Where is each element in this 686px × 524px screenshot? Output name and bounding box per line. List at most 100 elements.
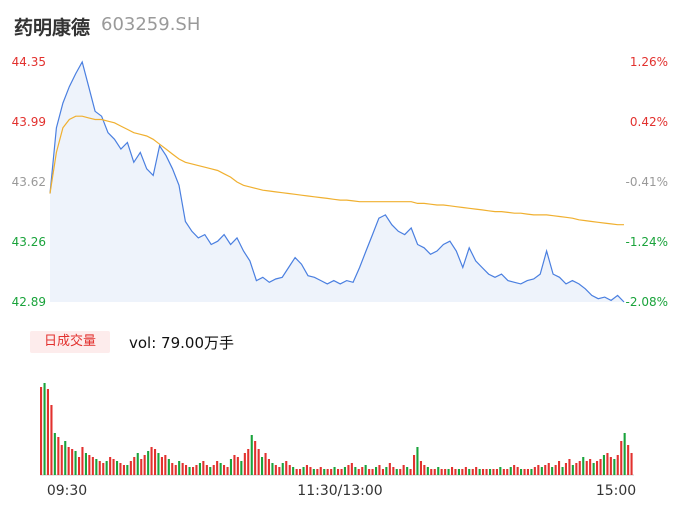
volume-bar xyxy=(547,463,550,475)
volume-bar xyxy=(354,467,357,475)
volume-bar xyxy=(409,469,412,475)
volume-bar xyxy=(406,467,409,475)
volume-bar xyxy=(489,469,492,475)
average-price-line xyxy=(49,115,624,226)
volume-bar xyxy=(198,463,201,475)
volume-bar xyxy=(116,461,119,475)
volume-bar xyxy=(451,467,454,475)
volume-bar xyxy=(599,459,602,475)
volume-bar xyxy=(91,457,94,475)
volume-bar xyxy=(309,467,312,475)
volume-bar xyxy=(185,465,188,475)
volume-bar xyxy=(475,467,478,475)
volume-bar xyxy=(350,463,353,475)
volume-bar xyxy=(323,469,326,475)
volume-bar xyxy=(375,467,378,475)
volume-bar xyxy=(433,469,436,475)
volume-bar xyxy=(46,389,49,475)
price-area xyxy=(50,62,624,302)
volume-bar xyxy=(520,469,523,475)
volume-bar xyxy=(395,469,398,475)
volume-bar xyxy=(316,469,319,475)
volume-bar xyxy=(368,469,371,475)
volume-bar xyxy=(461,469,464,475)
x-tick-label: 15:00 xyxy=(596,483,636,499)
volume-bar xyxy=(578,461,581,475)
volume-bar xyxy=(561,467,564,475)
volume-bar xyxy=(178,461,181,475)
volume-bar xyxy=(250,435,253,475)
volume-bar xyxy=(53,433,56,475)
volume-bar xyxy=(513,465,516,475)
volume-bar xyxy=(264,453,267,475)
volume-bar xyxy=(537,465,540,475)
volume-bar xyxy=(506,469,509,475)
volume-bar xyxy=(226,467,229,475)
volume-bar xyxy=(388,463,391,475)
volume-bar xyxy=(516,467,519,475)
volume-bar xyxy=(589,459,592,475)
volume-bar xyxy=(192,467,195,475)
y-tick-right-label: 1.26% xyxy=(630,55,668,69)
y-tick-left-label: 43.62 xyxy=(12,175,46,189)
volume-bar xyxy=(305,465,308,475)
volume-bar xyxy=(109,457,112,475)
volume-bar xyxy=(413,455,416,475)
volume-bar xyxy=(357,469,360,475)
volume-bar xyxy=(188,467,191,475)
volume-bar xyxy=(84,453,87,475)
volume-bar xyxy=(181,463,184,475)
volume-bar xyxy=(157,453,160,475)
volume-bar xyxy=(333,467,336,475)
volume-bar xyxy=(292,467,295,475)
volume-bar xyxy=(364,465,367,475)
volume-bar xyxy=(285,461,288,475)
volume-bar xyxy=(147,451,150,475)
volume-bar xyxy=(299,469,302,475)
y-tick-right-label: 0.42% xyxy=(630,115,668,129)
volume-bar xyxy=(195,465,198,475)
volume-bar xyxy=(426,467,429,475)
volume-bar xyxy=(627,445,630,475)
volume-bar xyxy=(423,465,426,475)
volume-bar xyxy=(471,469,474,475)
volume-bar xyxy=(430,469,433,475)
volume-bar xyxy=(606,453,609,475)
volume-bar xyxy=(74,451,77,475)
volume-bar xyxy=(133,457,136,475)
volume-tag: 日成交量 xyxy=(30,331,110,353)
volume-bar xyxy=(78,457,81,475)
volume-bar xyxy=(212,465,215,475)
volume-bar xyxy=(392,467,395,475)
y-tick-left-label: 43.26 xyxy=(12,235,46,249)
volume-bar xyxy=(509,467,512,475)
y-tick-left-label: 42.89 xyxy=(12,295,46,309)
volume-bar xyxy=(533,467,536,475)
volume-bar xyxy=(274,465,277,475)
volume-readout: vol: 79.00万手 xyxy=(129,334,234,352)
volume-bar xyxy=(129,461,132,475)
volume-bar xyxy=(454,469,457,475)
volume-bar xyxy=(126,465,129,475)
volume-bar xyxy=(343,467,346,475)
volume-bar xyxy=(482,469,485,475)
volume-bar xyxy=(154,449,157,475)
volume-bar xyxy=(416,447,419,475)
volume-bar xyxy=(254,441,257,475)
volume-bar xyxy=(551,467,554,475)
y-tick-right-label: -0.41% xyxy=(626,175,668,189)
volume-bar xyxy=(267,459,270,475)
volume-bar xyxy=(554,465,557,475)
volume-bar xyxy=(523,469,526,475)
volume-bar xyxy=(223,465,226,475)
volume-bar xyxy=(596,461,599,475)
volume-bar xyxy=(219,463,222,475)
volume-bar xyxy=(564,463,567,475)
volume-bar xyxy=(261,457,264,475)
volume-bar xyxy=(492,469,495,475)
volume-bar xyxy=(281,463,284,475)
volume-bar xyxy=(571,465,574,475)
volume-bar xyxy=(499,467,502,475)
volume-bar xyxy=(381,469,384,475)
